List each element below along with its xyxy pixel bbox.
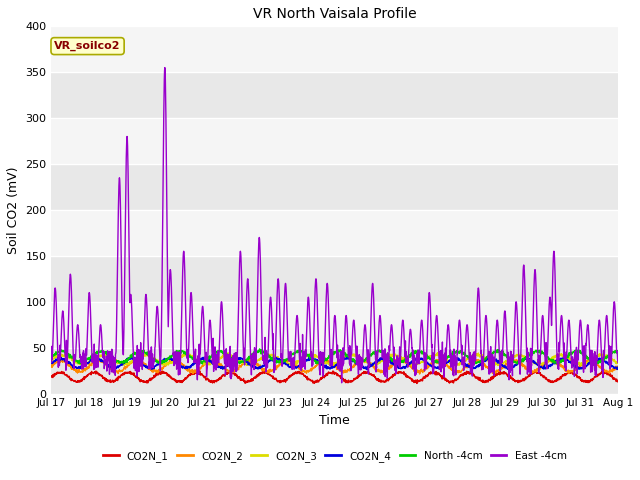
Bar <box>51 72 618 118</box>
Text: VR_soilco2: VR_soilco2 <box>54 41 121 51</box>
Legend: CO2N_1, CO2N_2, CO2N_3, CO2N_4, North -4cm, East -4cm: CO2N_1, CO2N_2, CO2N_3, CO2N_4, North -4… <box>99 446 571 466</box>
Bar <box>51 302 618 348</box>
Bar <box>51 210 618 256</box>
Bar <box>51 118 618 164</box>
Bar <box>51 26 618 72</box>
Y-axis label: Soil CO2 (mV): Soil CO2 (mV) <box>7 166 20 254</box>
X-axis label: Time: Time <box>319 414 350 427</box>
Bar <box>51 348 618 394</box>
Bar <box>51 164 618 210</box>
Title: VR North Vaisala Profile: VR North Vaisala Profile <box>253 7 417 21</box>
Bar <box>51 256 618 302</box>
